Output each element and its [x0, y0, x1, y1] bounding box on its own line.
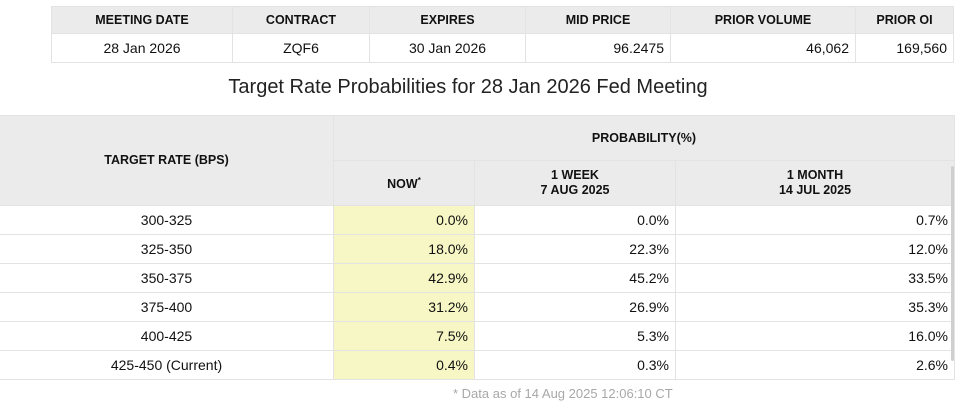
probabilities-subheader-row: NOW* 1 WEEK 7 AUG 2025 1 MONTH 14 JUL 20… [0, 160, 955, 206]
table-row: 375-400 31.2% 26.9% 35.3% [0, 292, 955, 322]
table-row: 325-350 18.0% 22.3% 12.0% [0, 234, 955, 264]
summary-header-row: MEETING DATE CONTRACT EXPIRES MID PRICE … [51, 6, 954, 34]
one-month-date: 14 JUL 2025 [778, 183, 852, 197]
probabilities-header-row: TARGET RATE (BPS) PROBABILITY(%) [0, 115, 955, 206]
month-probability-cell: 33.5% [675, 263, 955, 293]
target-rate-cell: 300-325 [0, 205, 334, 235]
table-row: 300-325 0.0% 0.0% 0.7% [0, 205, 955, 235]
expires-header: EXPIRES [369, 6, 526, 34]
one-month-label: 1 MONTH [786, 168, 844, 182]
probability-header: PROBABILITY(%) [333, 115, 955, 161]
now-label: NOW [387, 177, 418, 192]
target-rate-probabilities-table: TARGET RATE (BPS) PROBABILITY(%) NOW* 1 … [0, 115, 955, 380]
now-column-header: NOW* [333, 160, 475, 206]
contract-value: ZQF6 [232, 33, 370, 63]
expires-value: 30 Jan 2026 [369, 33, 526, 63]
contract-summary-table: MEETING DATE CONTRACT EXPIRES MID PRICE … [51, 6, 954, 63]
one-month-column-header: 1 MONTH 14 JUL 2025 [675, 160, 955, 206]
data-timestamp-footnote: * Data as of 14 Aug 2025 12:06:10 CT [453, 386, 673, 401]
contract-header: CONTRACT [232, 6, 370, 34]
week-probability-cell: 5.3% [474, 321, 676, 351]
mid-price-header: MID PRICE [525, 6, 671, 34]
meeting-date-value: 28 Jan 2026 [51, 33, 233, 63]
month-probability-cell: 12.0% [675, 234, 955, 264]
now-probability-cell: 31.2% [333, 292, 475, 322]
table-scrollbar[interactable] [951, 166, 954, 361]
mid-price-value: 96.2475 [525, 33, 671, 63]
meeting-date-header: MEETING DATE [51, 6, 233, 34]
prior-volume-header: PRIOR VOLUME [670, 6, 856, 34]
target-rate-cell: 325-350 [0, 234, 334, 264]
month-probability-cell: 0.7% [675, 205, 955, 235]
table-row: 400-425 7.5% 5.3% 16.0% [0, 321, 955, 351]
week-probability-cell: 22.3% [474, 234, 676, 264]
target-rate-cell: 425-450 (Current) [0, 350, 334, 380]
table-row: 425-450 (Current) 0.4% 0.3% 2.6% [0, 350, 955, 380]
one-week-date: 7 AUG 2025 [540, 183, 610, 197]
prior-oi-value: 169,560 [855, 33, 954, 63]
now-probability-cell: 42.9% [333, 263, 475, 293]
now-probability-cell: 18.0% [333, 234, 475, 264]
target-rate-cell: 375-400 [0, 292, 334, 322]
prior-volume-value: 46,062 [670, 33, 856, 63]
now-probability-cell: 7.5% [333, 321, 475, 351]
week-probability-cell: 45.2% [474, 263, 676, 293]
one-week-column-header: 1 WEEK 7 AUG 2025 [474, 160, 676, 206]
month-probability-cell: 16.0% [675, 321, 955, 351]
now-probability-cell: 0.4% [333, 350, 475, 380]
prior-oi-header: PRIOR OI [855, 6, 954, 34]
one-week-label: 1 WEEK [551, 168, 599, 182]
month-probability-cell: 35.3% [675, 292, 955, 322]
now-footnote-marker: * [417, 176, 421, 186]
week-probability-cell: 26.9% [474, 292, 676, 322]
month-probability-cell: 2.6% [675, 350, 955, 380]
target-rate-header: TARGET RATE (BPS) [0, 115, 334, 206]
probabilities-title: Target Rate Probabilities for 28 Jan 202… [228, 76, 708, 98]
table-row: 350-375 42.9% 45.2% 33.5% [0, 263, 955, 293]
target-rate-cell: 350-375 [0, 263, 334, 293]
now-probability-cell: 0.0% [333, 205, 475, 235]
week-probability-cell: 0.0% [474, 205, 676, 235]
week-probability-cell: 0.3% [474, 350, 676, 380]
summary-data-row: 28 Jan 2026 ZQF6 30 Jan 2026 96.2475 46,… [51, 33, 954, 63]
target-rate-cell: 400-425 [0, 321, 334, 351]
